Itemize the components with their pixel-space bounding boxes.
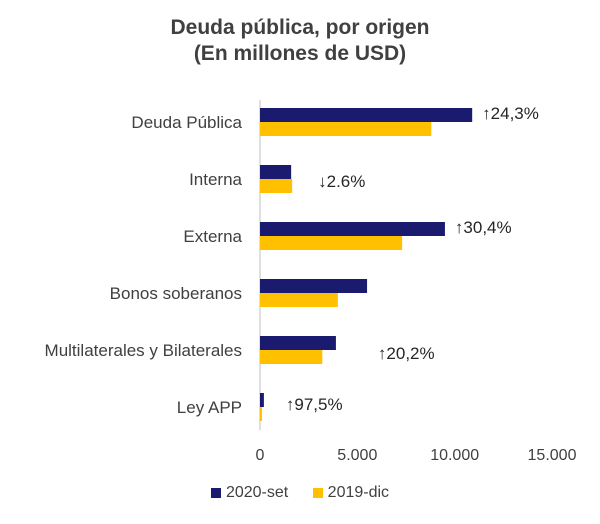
legend-label-2020-set: 2020-set [225, 484, 289, 501]
bar-2020-set-bonos-soberanos [260, 279, 368, 293]
category-label-interna: Interna [189, 170, 242, 189]
annotation-interna: ↓2.6% [318, 172, 365, 191]
bar-2019-dic-interna [260, 179, 293, 193]
x-tick-label-2: 10.000 [430, 447, 479, 464]
chart-subtitle: (En millones de USD) [193, 42, 407, 65]
annotation-deuda-publica: ↑24,3% [482, 104, 539, 123]
bar-2019-dic-deuda-publica [260, 122, 432, 136]
legend-swatch-2019-dic [312, 488, 323, 498]
bar-2019-dic-externa [260, 236, 403, 250]
bar-2019-dic-ley-app [260, 407, 262, 421]
category-label-bonos-soberanos: Bonos soberanos [110, 284, 242, 303]
bar-2019-dic-bonos-soberanos [260, 293, 338, 307]
legend-item-2019-dic: 2019-dic [312, 484, 390, 502]
category-label-externa: Externa [183, 227, 242, 246]
annotation-multilaterales-y-bilaterales: ↑20,2% [378, 344, 435, 363]
chart-title: Deuda pública, por origen [170, 16, 430, 39]
legend-item-2020-set: 2020-set [210, 484, 289, 502]
legend-swatch-2020-set [210, 488, 221, 498]
annotation-externa: ↑30,4% [455, 218, 512, 237]
category-label-ley-app: Ley APP [177, 398, 242, 417]
annotation-ley-app: ↑97,5% [286, 395, 343, 414]
legend: 2020-set 2019-dic [0, 484, 600, 503]
x-tick-label-1: 5.000 [337, 447, 377, 464]
legend-label-2019-dic: 2019-dic [327, 484, 390, 501]
bar-2019-dic-multilaterales-y-bilaterales [260, 350, 323, 364]
bar-2020-set-interna [260, 165, 292, 179]
category-label-deuda-publica: Deuda Pública [131, 113, 242, 132]
category-label-multilaterales-y-bilaterales: Multilaterales y Bilaterales [45, 341, 242, 360]
bar-2020-set-externa [260, 222, 445, 236]
x-tick-label-3: 15.000 [528, 447, 577, 464]
bar-2020-set-multilaterales-y-bilaterales [260, 336, 336, 350]
bar-2020-set-ley-app [260, 393, 264, 407]
bar-2020-set-deuda-publica [260, 108, 473, 122]
x-tick-label-0: 0 [256, 447, 265, 464]
